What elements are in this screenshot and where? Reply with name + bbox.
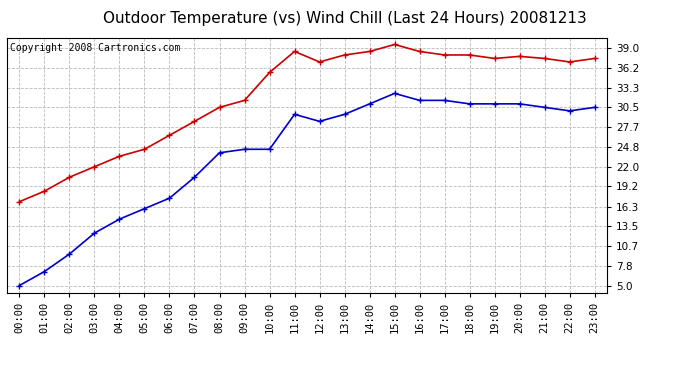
Text: Outdoor Temperature (vs) Wind Chill (Last 24 Hours) 20081213: Outdoor Temperature (vs) Wind Chill (Las… <box>103 11 587 26</box>
Text: Copyright 2008 Cartronics.com: Copyright 2008 Cartronics.com <box>10 43 180 52</box>
